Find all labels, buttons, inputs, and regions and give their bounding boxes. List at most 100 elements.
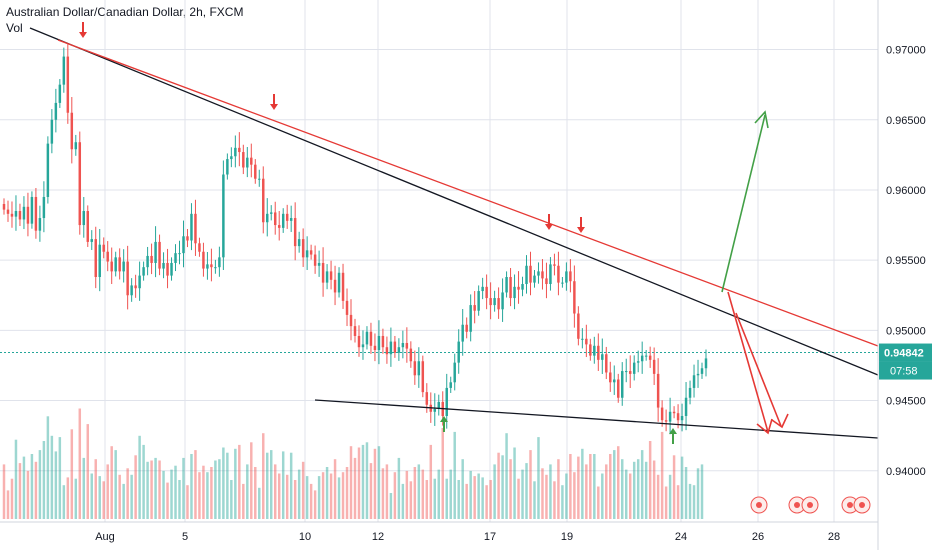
volume-bar <box>198 472 201 519</box>
volume-bar <box>194 450 197 519</box>
volume-bar <box>557 459 560 519</box>
candle-body <box>692 375 696 388</box>
volume-bar <box>501 455 504 519</box>
candle-body <box>341 272 345 301</box>
volume-bar <box>453 431 456 519</box>
volume-bar <box>270 450 273 519</box>
volume-bar <box>437 469 440 519</box>
volume-bar <box>644 461 648 519</box>
volume-bar <box>102 481 105 519</box>
volume-bar <box>86 424 89 519</box>
candle-body <box>98 244 101 278</box>
candle-body <box>110 261 113 272</box>
volume-bar <box>605 464 608 519</box>
volume-bar <box>18 463 22 519</box>
volume-bar <box>313 490 317 519</box>
candle-body <box>70 112 74 150</box>
volume-bar <box>266 452 269 519</box>
candle-body <box>501 292 504 310</box>
event-marker-dot <box>859 502 865 508</box>
volume-bar <box>22 456 26 519</box>
volume-bar <box>74 478 78 519</box>
volume-bar <box>230 480 233 519</box>
volume-bar <box>521 469 524 519</box>
candle-body <box>409 348 413 362</box>
volume-bar <box>545 474 548 519</box>
projection-up-arrowhead <box>754 110 769 129</box>
volume-bar <box>668 474 672 519</box>
volume-bar <box>624 469 628 519</box>
volume-bar <box>78 408 82 519</box>
candle-body <box>82 211 86 226</box>
volume-bar <box>469 470 472 519</box>
candle-body <box>301 239 305 258</box>
volume-bar <box>429 444 433 519</box>
volume-bar <box>529 450 532 519</box>
volume-bar <box>26 470 30 519</box>
candle-body <box>190 213 193 241</box>
volume-bar <box>62 485 66 519</box>
candle-body <box>313 254 317 266</box>
volume-bar <box>98 476 101 519</box>
candle-body <box>465 324 468 332</box>
volume-bar <box>329 473 333 519</box>
candle-body <box>230 156 233 160</box>
candle-body <box>258 178 261 180</box>
y-tick-label: 0.94000 <box>886 466 926 478</box>
candle-body <box>369 331 373 346</box>
candle-body <box>589 344 592 356</box>
candle-body <box>525 265 528 285</box>
grid <box>0 0 878 522</box>
volume-bar <box>262 433 265 519</box>
candle-body <box>660 407 664 421</box>
volume-bar <box>493 464 496 519</box>
volume-bar <box>513 447 516 519</box>
volume-bar <box>680 456 684 519</box>
volume-bar <box>632 461 636 519</box>
volume-bar <box>569 454 572 519</box>
candle-body <box>345 300 349 315</box>
volume-bar <box>589 454 592 519</box>
volume-bar <box>696 468 700 519</box>
red-down-arrowhead <box>577 227 585 233</box>
volume-bar <box>389 493 393 519</box>
volume-bar <box>234 448 237 519</box>
volume-bar <box>186 485 189 519</box>
candle-body <box>266 213 269 223</box>
candle-body <box>373 345 377 351</box>
volume-bar <box>409 481 413 519</box>
volume-bar <box>10 478 14 519</box>
volume-bar <box>114 450 117 519</box>
volume-bar <box>377 446 381 519</box>
volume-bar <box>281 451 285 519</box>
volume-bar <box>158 460 161 519</box>
candle-body <box>632 362 636 374</box>
candle-body <box>42 196 46 219</box>
candle-body <box>238 147 241 153</box>
volume-bar <box>210 467 213 519</box>
volume-bar <box>617 446 620 519</box>
volume-bar <box>162 470 165 519</box>
volume-bar <box>397 457 401 519</box>
volume-bar <box>640 450 644 519</box>
candle-body <box>684 397 688 416</box>
current-price-label: 0.94842 <box>884 348 924 360</box>
candle-body <box>305 250 309 258</box>
candle-body <box>218 257 221 268</box>
volume-bar <box>309 483 313 519</box>
volume-bar <box>70 429 74 519</box>
red-down-arrowhead <box>79 32 87 38</box>
volume-bar <box>433 478 437 519</box>
candle-body <box>285 213 289 221</box>
candle-body <box>696 373 700 376</box>
volume-bar <box>42 441 46 519</box>
candle-body <box>58 84 62 103</box>
x-tick-label: 26 <box>752 531 764 543</box>
candle-body <box>325 271 329 283</box>
candle-body <box>194 213 197 244</box>
candle-body <box>513 286 516 299</box>
candle-body <box>617 379 620 398</box>
candle-body <box>405 342 409 349</box>
candle-body <box>118 257 121 272</box>
candle-body <box>270 212 273 214</box>
